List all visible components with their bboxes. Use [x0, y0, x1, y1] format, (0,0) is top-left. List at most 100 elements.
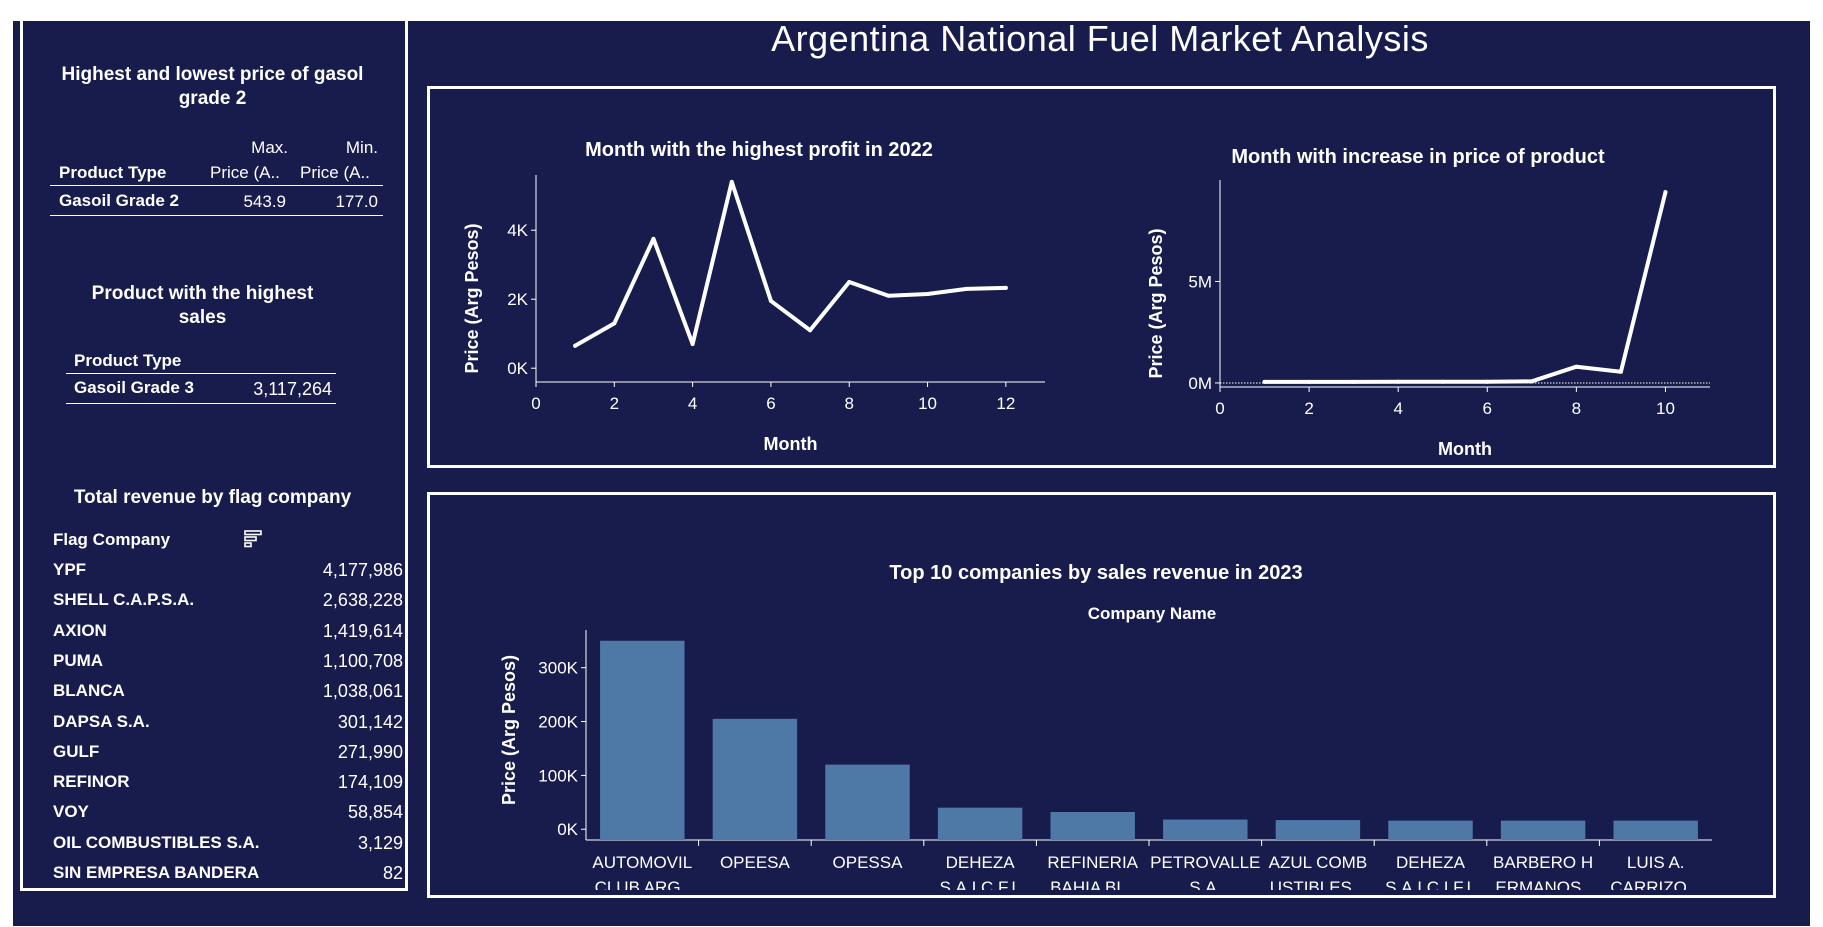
x-tick-label: 0: [1215, 399, 1224, 418]
flag-company-name: SIN EMPRESA BANDERA: [53, 863, 260, 882]
flag-company-row[interactable]: AXION 1,419,614: [53, 618, 403, 648]
flag-company-row[interactable]: SIN EMPRESA BANDERA 82: [53, 860, 403, 890]
flag-company-revenue: 82: [382, 863, 403, 883]
x-tick-label: LUIS A.: [1627, 853, 1685, 872]
y-axis-label: Price (Arg Pesos): [499, 655, 519, 805]
summary-panel: [20, 17, 408, 891]
x-tick-label: CLUB ARG..: [595, 878, 690, 890]
flag-company-revenue: 1,419,614: [322, 620, 403, 641]
y-tick-label: 0M: [1188, 374, 1212, 393]
x-tick-label: OPESSA: [833, 853, 904, 872]
sales-table-header-rule: [66, 373, 336, 374]
flag-company-name: DAPSA S.A.: [53, 711, 150, 731]
data-point: [1351, 379, 1356, 384]
y-tick-label: 2K: [507, 290, 528, 309]
company-bar: [1613, 820, 1698, 840]
sort-descending-icon[interactable]: [244, 530, 262, 548]
company-bar: [937, 807, 1023, 840]
x-tick-label: 8: [1572, 399, 1581, 418]
x-tick-label: 12: [996, 394, 1015, 413]
data-point: [964, 286, 969, 291]
data-point: [1663, 190, 1668, 195]
sales-table-product: Gasoil Grade 3: [74, 378, 194, 397]
x-tick-label: OPEESA: [720, 853, 791, 872]
x-tick-label: REFINERIA: [1047, 853, 1138, 872]
sales-table-value: 3,117,264: [253, 379, 332, 399]
chart-title: Month with increase in price of product: [1231, 146, 1605, 168]
data-point: [729, 179, 734, 184]
top-companies-chart: Top 10 companies by sales revenue in 202…: [499, 562, 1712, 890]
chart-title: Month with the highest profit in 2022: [585, 139, 933, 161]
price-table-product: Gasoil Grade 2: [59, 191, 179, 210]
company-bar: [1163, 819, 1248, 840]
y-tick-label: 0K: [557, 820, 578, 839]
flag-company-row[interactable]: SHELL C.A.P.S.A. 2,638,228: [53, 587, 403, 617]
y-tick-label: 5M: [1188, 272, 1212, 291]
product-type-header: Product Type: [59, 163, 167, 182]
min-price-header-line2: Price (A..: [300, 163, 370, 182]
x-tick-label: 10: [918, 394, 937, 413]
data-point: [768, 298, 773, 303]
flag-company-row[interactable]: VOY 58,854: [53, 799, 403, 829]
x-tick-label: BARBERO H: [1493, 853, 1593, 872]
price-table-min-value: 177.0: [335, 192, 378, 211]
flag-company-revenue: 301,142: [337, 711, 403, 732]
data-point: [573, 343, 578, 348]
flag-company-header[interactable]: Flag Company: [53, 530, 171, 549]
dashboard-title: Argentina National Fuel Market Analysis: [771, 18, 1429, 59]
price-table-header-rule: [50, 185, 383, 186]
x-tick-label: 10: [1656, 399, 1675, 418]
series-line: [573, 179, 1008, 348]
bar-chart-panel: [427, 492, 1776, 898]
company-bar: [712, 718, 798, 840]
x-tick-label: AUTOMOVIL: [592, 853, 692, 872]
flag-company-row[interactable]: YPF 4,177,986: [53, 557, 403, 587]
x-tick-label: 2: [1304, 399, 1313, 418]
flag-company-row[interactable]: REFINOR 174,109: [53, 769, 403, 799]
max-price-header-line2: Price (A..: [210, 163, 280, 182]
sales-table-title-line2: sales: [178, 307, 227, 328]
x-tick-label: 6: [1483, 399, 1492, 418]
profit-by-month-chart: Month with the highest profit in 2022 0 2 4…: [462, 139, 1045, 454]
y-tick-label: 300K: [538, 659, 578, 678]
x-tick-label: 2: [610, 394, 619, 413]
x-tick-label: 8: [844, 394, 853, 413]
x-tick-label: ERMANOS..: [1495, 878, 1590, 890]
data-point: [1003, 285, 1008, 290]
flag-company-name: VOY: [53, 802, 89, 822]
data-point: [886, 293, 891, 298]
x-tick-label: 6: [766, 394, 775, 413]
x-tick-label: 4: [688, 394, 697, 413]
x-axis-label: Month: [764, 434, 818, 454]
x-tick-label: 4: [1393, 399, 1402, 418]
y-tick-label: 100K: [538, 766, 578, 785]
flag-company-revenue: 271,990: [337, 741, 403, 762]
company-bar: [600, 640, 685, 840]
sales-table-header: Product Type: [74, 351, 182, 370]
x-tick-label: DEHEZA: [946, 853, 1016, 872]
dashboard-background: [13, 21, 1810, 926]
flag-company-name: YPF: [53, 560, 87, 579]
flag-company-revenue: 2,638,228: [322, 590, 403, 611]
flag-company-revenue: 174,109: [337, 772, 403, 793]
price-table-title-line1: Highest and lowest price of gasol: [61, 64, 364, 85]
company-bar: [1050, 812, 1135, 840]
y-tick-label: 200K: [538, 713, 578, 732]
data-point: [925, 292, 930, 297]
x-axis-label: Month: [1438, 439, 1492, 459]
line-charts-panel: [427, 86, 1776, 468]
flag-company-row[interactable]: DAPSA S.A. 301,142: [53, 709, 403, 739]
data-point: [808, 328, 813, 333]
x-tick-label: USTIBLES ..: [1270, 878, 1366, 890]
data-point: [1574, 364, 1579, 369]
x-tick-label: S.A.I.C.I.F.I.: [1385, 878, 1476, 890]
data-point: [1485, 379, 1490, 384]
flag-company-row[interactable]: PUMA 1,100,708: [53, 648, 403, 678]
flag-company-row[interactable]: GULF 271,990: [53, 739, 403, 769]
sales-table-bottom-rule: [66, 403, 336, 404]
chart-title: Top 10 companies by sales revenue in 202…: [889, 562, 1302, 584]
flag-company-row[interactable]: OIL COMBUSTIBLES S.A. 3,129: [53, 830, 403, 860]
flag-company-name: SHELL C.A.P.S.A.: [53, 590, 195, 610]
price-increase-chart: Month with increase in price of product 0…: [1146, 146, 1710, 459]
flag-company-row[interactable]: BLANCA 1,038,061: [53, 678, 403, 708]
